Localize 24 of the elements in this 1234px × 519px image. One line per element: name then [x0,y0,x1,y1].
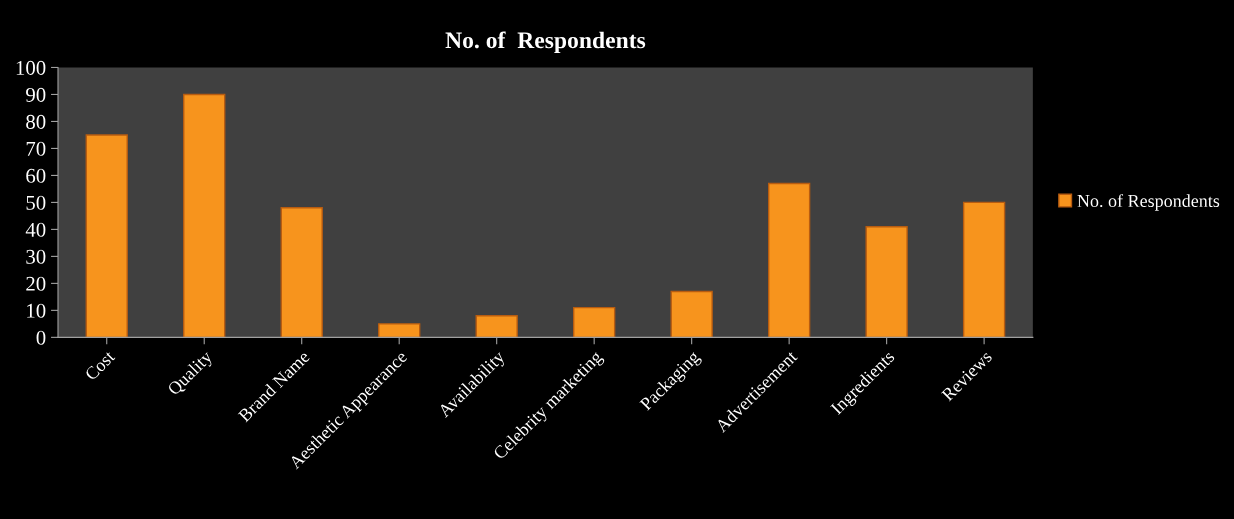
bar [865,226,908,338]
x-tick-label: Cost [84,349,116,382]
bar [183,93,226,338]
bar [378,323,421,338]
bar [670,290,713,338]
bar [280,207,323,338]
y-tick-label: 50 [26,195,46,210]
y-tick-label: 0 [36,330,46,345]
bar [767,182,811,338]
y-tick-label: 70 [26,141,46,156]
y-tick-label: 100 [16,60,46,75]
y-tick-label: 20 [26,276,46,291]
chart-title: No. of Respondents [445,31,646,54]
bar [85,134,128,338]
y-tick-label: 40 [25,222,46,237]
bar [475,315,518,338]
bar [962,201,1006,338]
bar [573,306,616,338]
y-tick-label: 60 [26,168,46,183]
y-tick-label: 30 [26,249,46,264]
y-tick-label: 90 [26,87,46,102]
y-tick-label: 10 [27,303,46,318]
y-tick-label: 80 [26,114,46,129]
legend-label: No. of Respondents [1077,194,1220,211]
